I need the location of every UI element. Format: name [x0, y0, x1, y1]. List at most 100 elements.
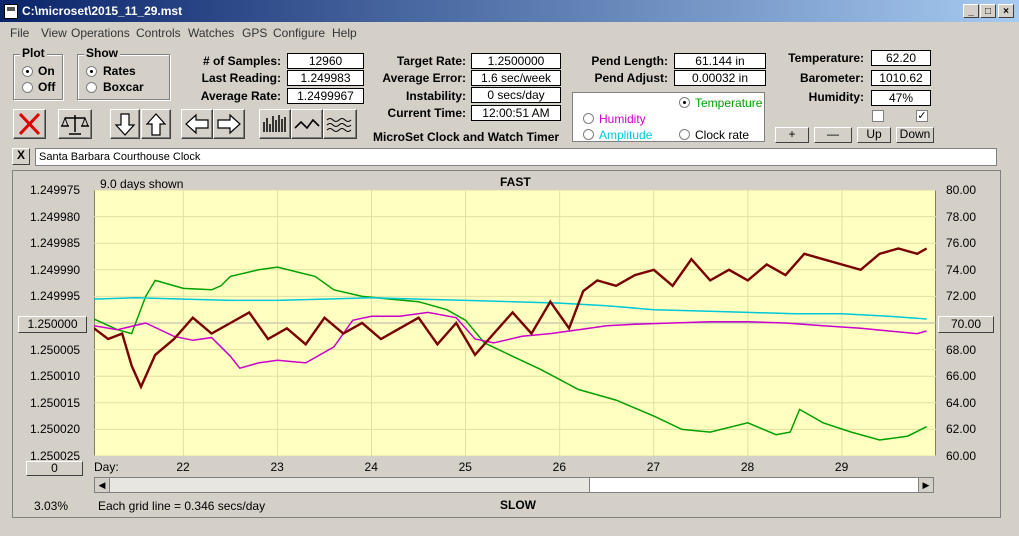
overlay-select-box — [572, 92, 765, 142]
temperature-option-label: Temperature — [695, 96, 763, 110]
target-rate-field: 1.2500000 — [471, 53, 561, 69]
arrow-down-icon — [114, 113, 136, 136]
y-right-tick-label: 66.00 — [946, 369, 977, 384]
arrow-down-button[interactable] — [110, 109, 140, 139]
menu-controls[interactable]: Controls — [136, 26, 181, 40]
clear-clock-button[interactable]: X — [12, 148, 30, 165]
samples-field: 12960 — [287, 53, 364, 69]
y-left-tick-label: 1.250020 — [30, 422, 81, 437]
scroll-right-arrow-icon[interactable]: ▶ — [918, 478, 933, 492]
humidity-option-label: Humidity — [599, 112, 646, 126]
series-clock-rate — [94, 247, 928, 390]
bargraph-button[interactable] — [259, 109, 291, 139]
chart-plot — [94, 190, 936, 456]
temperature-field: 62.20 — [871, 50, 931, 66]
pend-adjust-label: Pend Adjust: — [594, 71, 668, 85]
waveform-button[interactable] — [291, 109, 323, 139]
samples-label: # of Samples: — [202, 54, 281, 68]
scale-plus-button[interactable]: + — [775, 127, 809, 143]
current-time-field: 12:00:51 AM — [471, 105, 561, 121]
window-title: C:\microset\2015_11_29.mst — [22, 4, 183, 18]
chart-series — [94, 247, 928, 441]
y-left-tick-label: 1.249985 — [30, 236, 81, 251]
y-right-tick-label: 64.00 — [946, 395, 977, 410]
amplitude-radio[interactable] — [583, 129, 594, 140]
y-right-tick-label: 78.00 — [946, 209, 977, 224]
plot-off-label: Off — [38, 80, 56, 94]
arrow-left-button[interactable] — [181, 109, 213, 139]
menu-bar: File View Operations Controls Watches GP… — [0, 23, 1019, 41]
arrow-left-icon — [185, 113, 209, 135]
arrow-up-icon — [145, 113, 167, 136]
target-rate-label: Target Rate: — [396, 54, 466, 68]
current-time-label: Current Time: — [387, 106, 466, 120]
offset-button[interactable]: 0 — [26, 461, 83, 476]
percent-label: 3.03% — [34, 499, 69, 513]
show-rates-radio[interactable] — [86, 66, 97, 77]
average-rate-label: Average Rate: — [200, 89, 281, 103]
wavy-lines-icon — [326, 118, 352, 132]
plot-on-radio[interactable] — [22, 66, 33, 77]
left-checkbox[interactable] — [872, 110, 884, 122]
scale-up-button[interactable]: Up — [857, 127, 891, 143]
x-tick-label: 29 — [834, 460, 849, 474]
slow-label: SLOW — [500, 498, 536, 512]
wavy-lines-button[interactable] — [323, 109, 357, 139]
day-label: Day: — [94, 460, 119, 474]
y-left-tick-label: 1.250025 — [30, 449, 81, 463]
clock-rate-radio[interactable] — [679, 129, 690, 140]
y-left-tick-label: 1.249990 — [30, 262, 81, 277]
scroll-thumb[interactable] — [589, 478, 920, 492]
show-boxcar-radio[interactable] — [86, 82, 97, 93]
stop-button[interactable] — [13, 109, 46, 139]
minimize-button[interactable]: _ — [963, 4, 979, 18]
clock-name-field[interactable]: Santa Barbara Courthouse Clock — [35, 148, 997, 166]
menu-view[interactable]: View — [41, 26, 67, 40]
balance-scale-icon — [61, 115, 89, 135]
y-left-tick-label: 1.249995 — [30, 289, 81, 304]
y-right-tick-label: 80.00 — [946, 183, 977, 197]
series-amplitude — [94, 296, 927, 320]
menu-file[interactable]: File — [10, 26, 30, 40]
y-left-tick-label: 1.249980 — [30, 209, 81, 224]
menu-help[interactable]: Help — [332, 26, 357, 40]
humidity-radio[interactable] — [583, 113, 594, 124]
maximize-button[interactable]: □ — [980, 4, 996, 18]
center-temp-box[interactable]: 70.00 — [938, 316, 994, 333]
waveform-icon — [294, 118, 320, 130]
pend-length-label: Pend Length: — [591, 54, 668, 68]
chart-grid — [94, 190, 936, 456]
x-tick-label: 23 — [270, 460, 284, 474]
series-temperature — [94, 266, 927, 441]
y-right-tick-label: 68.00 — [946, 342, 977, 357]
y-right-tick-label: 60.00 — [946, 449, 977, 463]
barometer-field: 1010.62 — [871, 70, 931, 86]
y-left-tick-label: 1.250010 — [30, 369, 81, 384]
scale-down-button[interactable]: Down — [896, 127, 934, 143]
close-button[interactable]: × — [998, 4, 1014, 18]
y-right-tick-label: 62.00 — [946, 422, 977, 437]
x-tick-label: 22 — [176, 460, 190, 474]
app-icon — [4, 4, 18, 19]
menu-operations[interactable]: Operations — [71, 26, 130, 40]
horizontal-scrollbar[interactable]: ◀ ▶ — [94, 477, 934, 493]
scroll-left-arrow-icon[interactable]: ◀ — [95, 478, 110, 492]
center-rate-box[interactable]: 1.250000 — [18, 316, 87, 333]
show-rates-label: Rates — [103, 64, 136, 78]
menu-gps[interactable]: GPS — [242, 26, 268, 40]
plot-off-radio[interactable] — [22, 82, 33, 93]
arrow-right-button[interactable] — [213, 109, 245, 139]
show-boxcar-label: Boxcar — [103, 80, 144, 94]
x-tick-label: 25 — [458, 460, 472, 474]
right-checkbox[interactable]: ✓ — [916, 110, 928, 122]
menu-configure[interactable]: Configure — [273, 26, 326, 40]
arrow-up-button[interactable] — [141, 109, 171, 139]
scale-minus-button[interactable]: — — [814, 127, 852, 143]
chart-frame — [12, 170, 1001, 518]
menu-watches[interactable]: Watches — [188, 26, 235, 40]
temperature-radio[interactable] — [679, 97, 690, 108]
y-right-tick-label: 74.00 — [946, 262, 977, 277]
y-right-tick-label: 76.00 — [946, 236, 977, 251]
balance-button[interactable] — [58, 109, 92, 139]
y-left-tick-label: 1.250015 — [30, 395, 81, 410]
